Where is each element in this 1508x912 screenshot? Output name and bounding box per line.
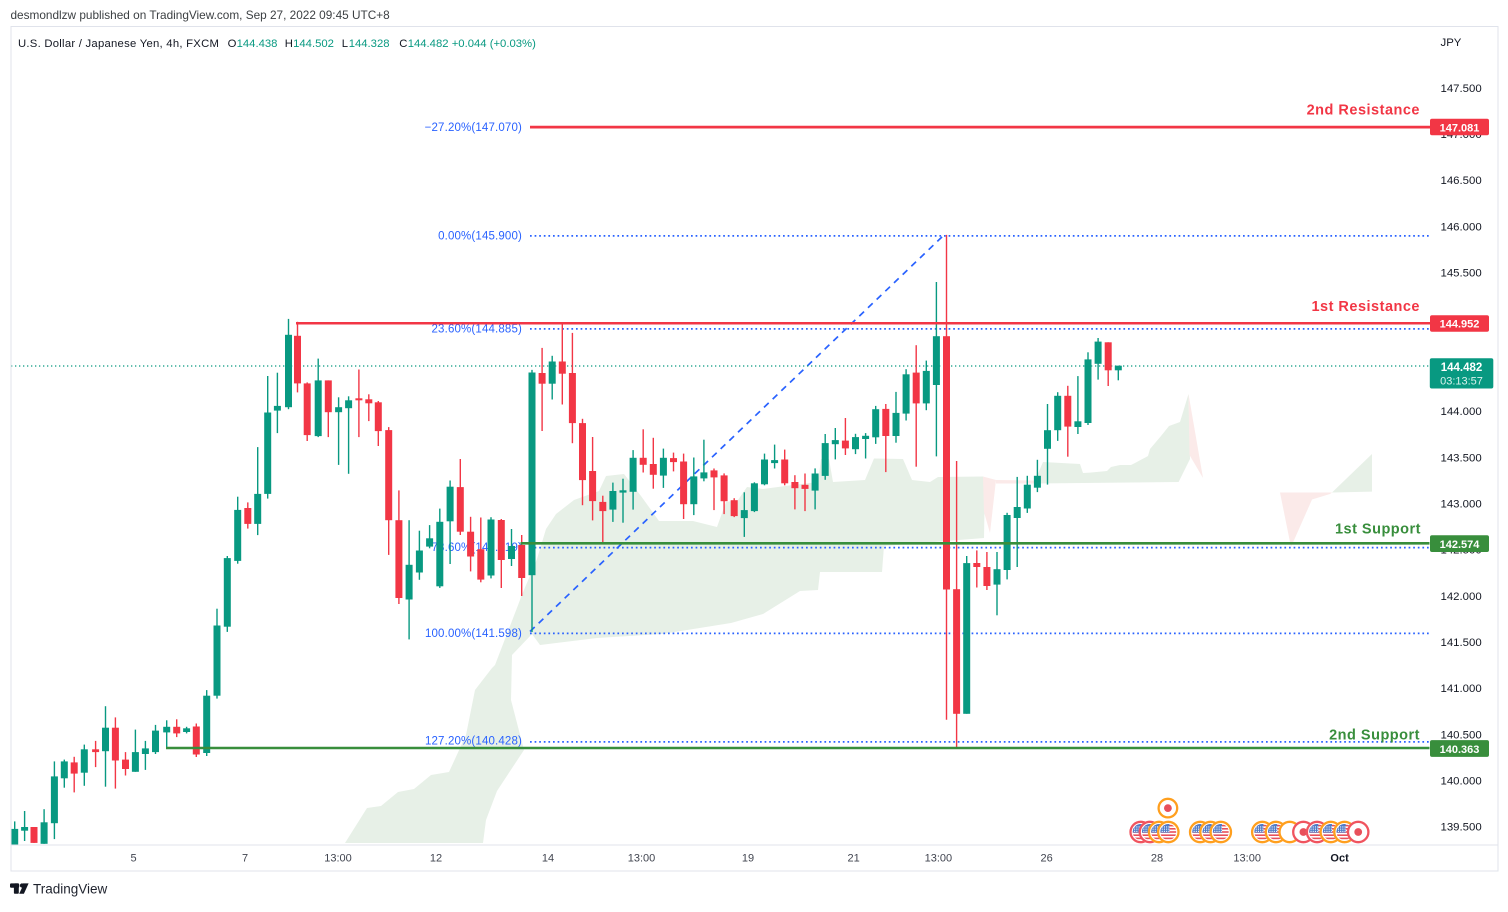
svg-text:C: C — [399, 38, 407, 50]
svg-text:O: O — [228, 38, 237, 50]
svg-text:−27.20%(147.070): −27.20%(147.070) — [425, 122, 522, 134]
svg-text:144.328: 144.328 — [349, 38, 390, 50]
svg-text:147.500: 147.500 — [1441, 83, 1482, 95]
svg-text:143.000: 143.000 — [1441, 498, 1482, 510]
svg-text:7: 7 — [242, 853, 248, 865]
svg-text:19: 19 — [742, 853, 754, 865]
svg-text:H: H — [285, 38, 293, 50]
svg-text:1st Resistance: 1st Resistance — [1311, 299, 1420, 315]
svg-text:TradingView: TradingView — [33, 882, 108, 897]
svg-text:JPY: JPY — [1441, 37, 1462, 49]
svg-text:13:00: 13:00 — [324, 853, 352, 865]
svg-text:140.000: 140.000 — [1441, 776, 1482, 788]
svg-text:2nd Support: 2nd Support — [1329, 728, 1420, 744]
svg-text:+0.044 (+0.03%): +0.044 (+0.03%) — [452, 38, 536, 50]
svg-text:13:00: 13:00 — [628, 853, 656, 865]
svg-text:146.000: 146.000 — [1441, 221, 1482, 233]
svg-text:5: 5 — [130, 853, 136, 865]
svg-text:13:00: 13:00 — [925, 853, 953, 865]
svg-text:140.363: 140.363 — [1440, 744, 1480, 756]
svg-text:144.438: 144.438 — [237, 38, 278, 50]
svg-text:0.00%(145.900): 0.00%(145.900) — [438, 231, 522, 243]
svg-text:144.000: 144.000 — [1441, 406, 1482, 418]
svg-text:L: L — [342, 38, 348, 50]
svg-text:100.00%(141.598): 100.00%(141.598) — [425, 628, 522, 640]
svg-text:140.500: 140.500 — [1441, 729, 1482, 741]
svg-text:23.60%(144.885): 23.60%(144.885) — [432, 324, 523, 336]
svg-text:141.000: 141.000 — [1441, 683, 1482, 695]
svg-text:U.S. Dollar / Japanese Yen, 4h: U.S. Dollar / Japanese Yen, 4h, FXCM — [18, 38, 219, 50]
svg-text:26: 26 — [1040, 853, 1052, 865]
svg-text:Oct: Oct — [1330, 853, 1349, 865]
svg-text:127.20%(140.428): 127.20%(140.428) — [425, 736, 522, 748]
svg-text:desmondlzw published on Tradin: desmondlzw published on TradingView.com,… — [11, 8, 391, 22]
svg-text:2nd Resistance: 2nd Resistance — [1307, 103, 1420, 119]
svg-text:144.502: 144.502 — [293, 38, 334, 50]
svg-text:145.500: 145.500 — [1441, 268, 1482, 280]
svg-text:139.500: 139.500 — [1441, 822, 1482, 834]
svg-text:144.482: 144.482 — [408, 38, 449, 50]
svg-text:143.500: 143.500 — [1441, 452, 1482, 464]
svg-text:14: 14 — [542, 853, 554, 865]
svg-text:144.482: 144.482 — [1441, 362, 1483, 374]
svg-text:28: 28 — [1151, 853, 1163, 865]
svg-text:13:00: 13:00 — [1233, 853, 1261, 865]
svg-text:12: 12 — [430, 853, 442, 865]
svg-text:147.081: 147.081 — [1440, 122, 1480, 134]
svg-text:03:13:57: 03:13:57 — [1440, 375, 1483, 387]
svg-text:1st Support: 1st Support — [1335, 522, 1421, 538]
svg-text:21: 21 — [847, 853, 859, 865]
svg-text:142.574: 142.574 — [1440, 539, 1481, 551]
svg-text:144.952: 144.952 — [1440, 319, 1480, 331]
svg-text:146.500: 146.500 — [1441, 175, 1482, 187]
svg-text:141.500: 141.500 — [1441, 637, 1482, 649]
svg-text:142.000: 142.000 — [1441, 591, 1482, 603]
